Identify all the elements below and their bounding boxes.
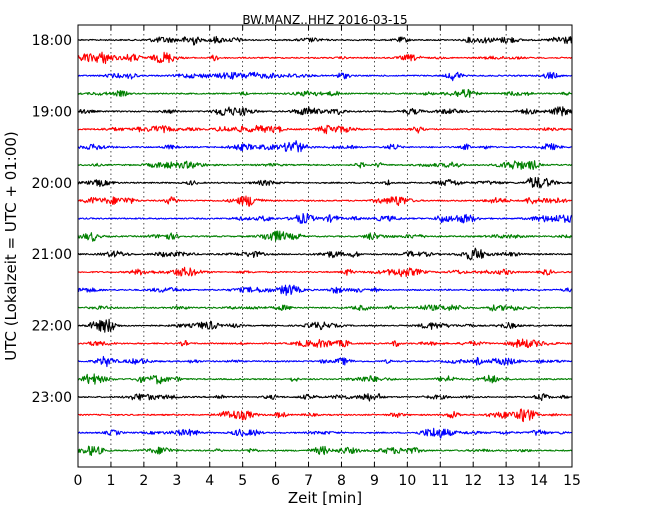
x-tick-label: 10 (398, 473, 416, 489)
trace-21:45 (77, 304, 573, 312)
x-tick-labels: 0 1 2 3 4 5 6 7 8 9 10 11 12 13 14 15 (74, 473, 581, 489)
trace-19:00 (77, 106, 573, 117)
x-tick-label: 14 (530, 473, 548, 489)
axis-ticks (77, 25, 573, 467)
y-tick-labels: 18:00 19:00 20:00 21:00 22:00 23:00 (32, 33, 72, 406)
trace-22:45 (77, 373, 573, 385)
x-tick-label: 5 (238, 473, 247, 489)
y-tick-label: 23:00 (32, 390, 72, 406)
y-tick-label: 21:00 (32, 247, 72, 263)
trace-23:30 (77, 427, 573, 439)
x-tick-label: 11 (431, 473, 449, 489)
x-tick-label: 6 (271, 473, 280, 489)
y-tick-label: 19:00 (32, 104, 72, 120)
chart-title: BW.MANZ..HHZ 2016-03-15 (242, 13, 407, 27)
trace-20:45 (77, 230, 573, 242)
x-tick-label: 13 (497, 473, 515, 489)
x-tick-label: 1 (106, 473, 115, 489)
trace-18:45 (77, 88, 573, 98)
trace-21:00 (77, 247, 573, 261)
trace-19:30 (77, 140, 573, 153)
x-tick-label: 0 (74, 473, 83, 489)
y-axis-label: UTC (Lokalzeit = UTC + 01:00) (2, 131, 20, 361)
trace-18:00 (77, 35, 573, 46)
trace-21:15 (77, 266, 573, 278)
trace-20:30 (77, 212, 573, 224)
trace-18:15 (77, 51, 573, 65)
trace-22:15 (77, 338, 573, 349)
x-axis-label: Zeit [min] (288, 489, 362, 507)
trace-23:45 (77, 445, 573, 456)
y-tick-label: 22:00 (32, 319, 72, 335)
x-tick-label: 8 (337, 473, 346, 489)
trace-20:00 (77, 176, 573, 189)
trace-23:00 (77, 393, 573, 402)
x-tick-label: 3 (172, 473, 181, 489)
x-tick-label: 9 (370, 473, 379, 489)
trace-21:30 (77, 284, 573, 296)
x-tick-label: 7 (304, 473, 313, 489)
x-tick-label: 12 (464, 473, 482, 489)
x-tick-label: 2 (139, 473, 148, 489)
x-tick-label: 15 (563, 473, 581, 489)
y-tick-label: 20:00 (32, 176, 72, 192)
grid-lines (110, 25, 540, 467)
trace-19:45 (77, 160, 573, 171)
x-tick-label: 4 (205, 473, 214, 489)
trace-22:30 (77, 355, 573, 368)
trace-18:30 (77, 71, 573, 82)
plot-frame (77, 24, 573, 468)
traces (77, 35, 573, 456)
trace-23:15 (77, 408, 573, 423)
trace-20:15 (77, 195, 573, 207)
trace-22:00 (77, 318, 573, 333)
trace-19:15 (77, 124, 573, 135)
y-tick-label: 18:00 (32, 33, 72, 49)
